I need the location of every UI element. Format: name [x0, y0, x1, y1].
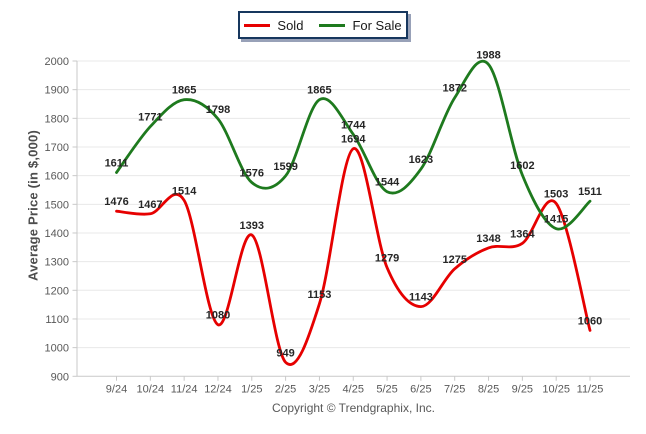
y-tick-label: 1200: [45, 285, 69, 297]
series-paths: [115, 59, 592, 366]
x-tick-label: 10/25: [542, 383, 570, 395]
x-tick-label: 8/25: [478, 383, 499, 395]
legend-label-sold: Sold: [277, 17, 304, 33]
x-tick-label: 5/25: [376, 383, 397, 395]
axes: [72, 60, 630, 381]
x-tick-label: 11/25: [577, 383, 604, 395]
x-tick-label: 1/25: [241, 383, 262, 395]
x-tick-label: 11/24: [171, 383, 198, 395]
data-point-label: 1503: [544, 188, 568, 200]
sold-line-swatch: [244, 23, 271, 27]
y-tick-label: 1900: [45, 85, 69, 97]
data-point-label: 1348: [476, 233, 500, 245]
data-point-label: 1771: [138, 112, 162, 124]
data-point-label: 1623: [409, 154, 433, 166]
legend-item-for-sale: For Sale: [319, 17, 402, 33]
data-point-label: 1865: [172, 85, 196, 97]
data-point-label: 1514: [172, 185, 197, 197]
data-point-label: 1476: [104, 196, 128, 208]
x-tick-label: 7/25: [444, 383, 465, 395]
data-point-label: 1393: [240, 220, 264, 232]
grid-lines: [77, 60, 630, 349]
data-point-label: 949: [276, 347, 294, 359]
x-tick-label: 2/25: [275, 383, 296, 395]
data-point-label: 1153: [307, 289, 331, 301]
y-tick-label: 1500: [45, 199, 69, 211]
data-point-label: 1544: [375, 177, 400, 189]
y-tick-label: 1100: [45, 314, 69, 326]
y-tick-label: 900: [51, 371, 69, 383]
legend-label-for-sale: For Sale: [352, 17, 402, 33]
chart-legend: Sold For Sale: [238, 11, 408, 39]
series-line-sold: [115, 147, 592, 366]
y-tick-label: 1400: [45, 228, 69, 240]
x-tick-label: 3/25: [309, 383, 330, 395]
legend-item-sold: Sold: [244, 19, 303, 32]
y-axis-title: Average Price (in $,000): [25, 130, 41, 282]
x-tick-labels: 9/24 10/24 11/24 12/24 1/25 2/25 3/25 4/25 5/25 6…: [106, 383, 604, 395]
data-point-label: 1599: [273, 161, 297, 173]
copyright-text: Copyright © Trendgraphix, Inc.: [272, 401, 435, 415]
data-point-label: 1744: [341, 119, 366, 131]
y-tick-label: 1000: [45, 343, 69, 355]
data-point-label: 1872: [442, 83, 466, 95]
for-sale-line-swatch: [319, 23, 346, 27]
data-point-label: 1415: [544, 214, 568, 226]
y-tick-label: 1600: [45, 171, 69, 183]
point-labels: 1476 1467 1514 1080 1393 949 1153 1694 1279 1143 1…: [104, 49, 602, 359]
data-point-label: 1576: [240, 168, 264, 180]
x-tick-label: 12/24: [204, 383, 232, 395]
data-point-label: 1988: [476, 49, 500, 61]
data-point-label: 1798: [206, 104, 230, 116]
y-tick-label: 2000: [45, 56, 69, 68]
data-point-label: 1611: [105, 158, 129, 170]
data-point-label: 1080: [206, 310, 230, 322]
data-point-label: 1602: [510, 160, 534, 172]
data-point-label: 1467: [138, 199, 162, 211]
data-point-label: 1694: [341, 134, 366, 146]
x-tick-label: 10/24: [137, 383, 165, 395]
data-point-label: 1511: [578, 186, 602, 198]
y-tick-label: 1300: [45, 257, 69, 269]
x-tick-label: 9/25: [512, 383, 533, 395]
data-point-label: 1865: [307, 85, 331, 97]
y-tick-labels: 900 1000 1100 1200 1300 1400 1500 1600 1700 1800 1…: [45, 56, 69, 383]
data-point-label: 1143: [409, 292, 433, 304]
data-point-label: 1279: [375, 253, 399, 265]
data-point-label: 1364: [510, 228, 535, 240]
y-tick-label: 1700: [45, 142, 69, 154]
series-line-for-sale: [115, 59, 592, 231]
x-tick-label: 6/25: [410, 383, 431, 395]
data-point-label: 1275: [442, 254, 466, 266]
x-tick-label: 4/25: [343, 383, 364, 395]
data-point-label: 1060: [578, 315, 602, 327]
y-tick-label: 1800: [45, 113, 69, 125]
x-tick-label: 9/24: [106, 383, 127, 395]
